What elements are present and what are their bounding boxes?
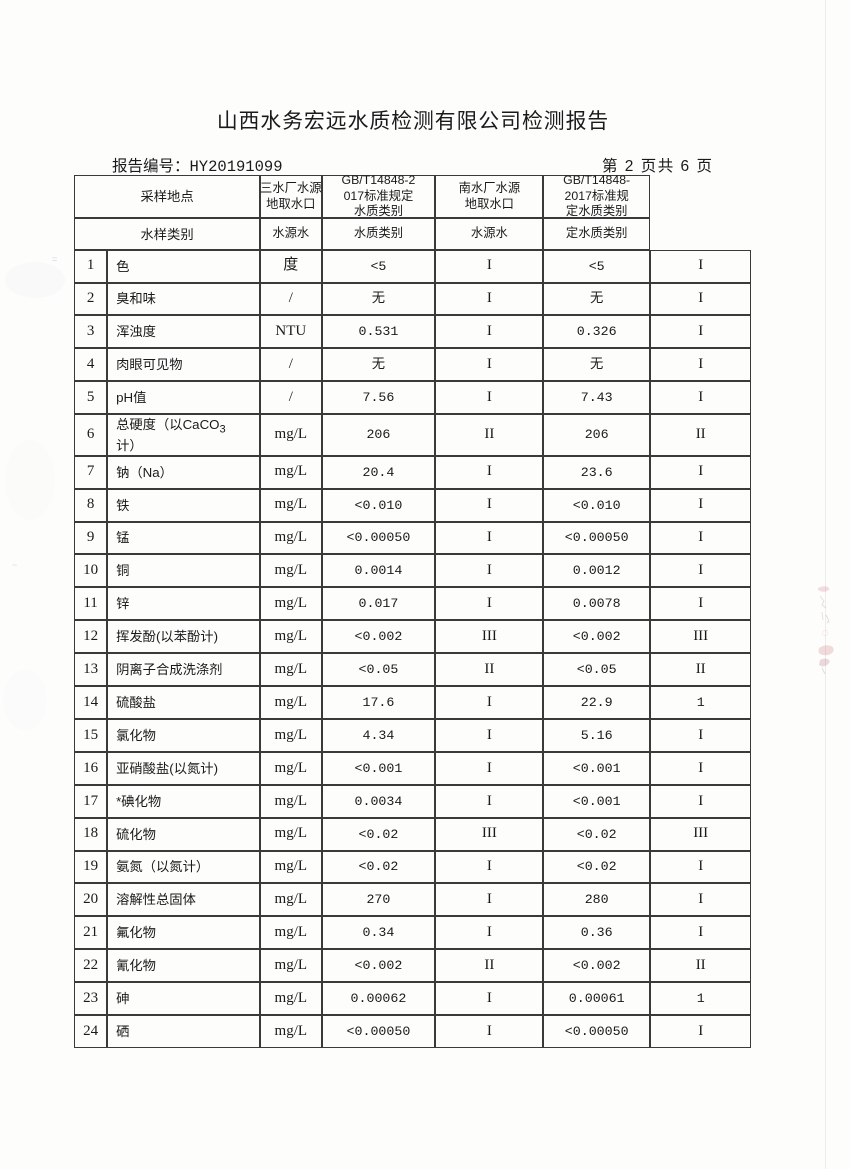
svg-text:=: = — [52, 254, 57, 264]
svg-text:~: ~ — [12, 560, 17, 570]
